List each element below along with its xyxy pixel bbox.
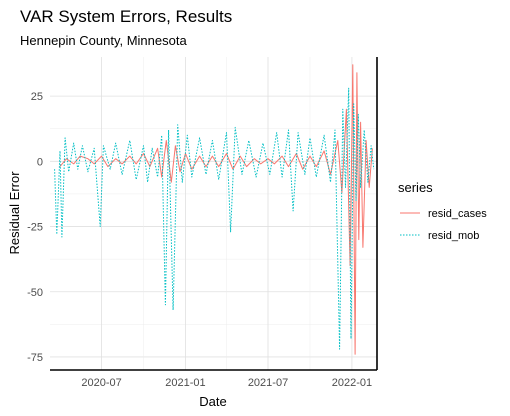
axes (50, 57, 378, 371)
chart-subtitle: Hennepin County, Minnesota (20, 33, 187, 48)
y-tick-label: 25 (31, 91, 43, 103)
y-tick-label: 0 (37, 156, 43, 168)
y-tick-label: -50 (27, 287, 43, 299)
legend-label-resid_cases: resid_cases (428, 208, 487, 220)
x-tick-label: 2020-07 (81, 377, 121, 389)
plot-panel (50, 57, 377, 370)
legend-label-resid_mob: resid_mob (428, 230, 479, 242)
x-tick-label: 2021-01 (165, 377, 205, 389)
series-line-resid_mob (54, 87, 375, 350)
x-axis-title: Date (199, 394, 226, 409)
chart-title: VAR System Errors, Results (20, 7, 232, 26)
y-tick-label: -25 (27, 222, 43, 234)
series-layer (54, 64, 375, 355)
x-tick-label: 2022-01 (332, 377, 372, 389)
legend-title: series (398, 180, 433, 195)
y-axis-title: Residual Error (7, 171, 22, 255)
x-tick-label: 2021-07 (248, 377, 288, 389)
legend: series resid_cases resid_mob (398, 180, 487, 242)
y-tick-label: -75 (27, 352, 43, 364)
tick-labels: 25 0 -25 -50 -75 2020-07 2021-01 2021-07 2022-01 (27, 91, 372, 389)
